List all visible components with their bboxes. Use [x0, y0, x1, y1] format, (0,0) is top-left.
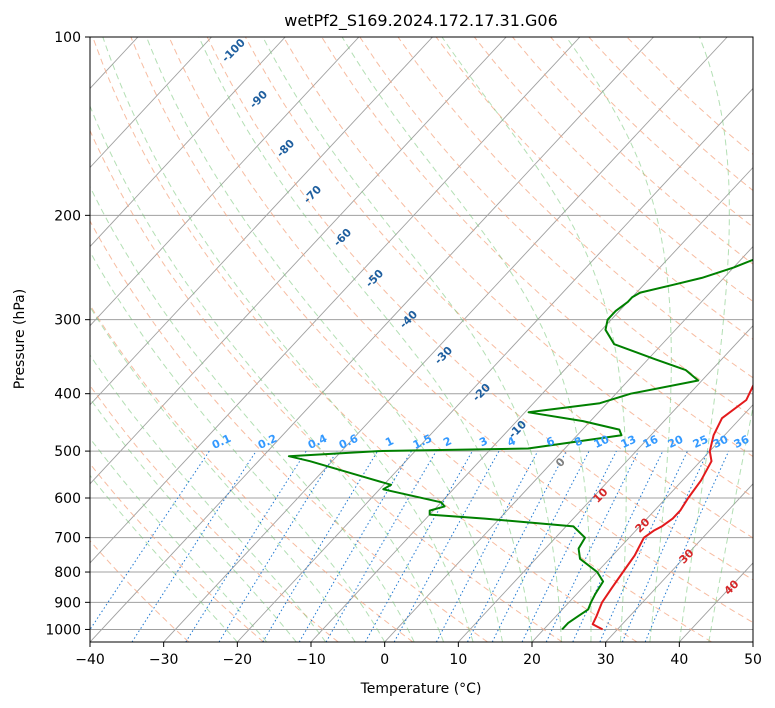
dry-adiabat-line: [90, 539, 190, 642]
plot-frame: [89, 36, 754, 643]
dry-adiabat-line: [130, 37, 712, 642]
y-tick-label: 1000: [45, 622, 81, 638]
y-axis: 100 200 300 400 500 600 700 800 900 1000: [45, 30, 90, 638]
dry-adiabat-line: [90, 219, 488, 642]
isotherm-line: [605, 483, 753, 642]
moist-adiabat-line: [146, 37, 503, 642]
y-tick-label: 400: [54, 387, 81, 403]
isotherm-line: [90, 37, 507, 485]
mixing-ratio-line: [435, 450, 539, 642]
mixing-ratio-line: [393, 450, 500, 642]
dry-adiabat-line: [92, 37, 638, 642]
mixing-ratio-line: [364, 450, 473, 642]
moist-adiabat-line: [678, 37, 730, 642]
mixing-ratio-label: 25: [691, 433, 710, 451]
moist-adiabat-line: [262, 37, 562, 642]
mixing-ratio-label: 10: [592, 433, 612, 451]
isotherm-line: [90, 37, 286, 248]
mixing-ratio-line: [621, 450, 709, 642]
dry-adiabat-line: [244, 37, 753, 539]
y-tick-label: 600: [54, 491, 81, 507]
moist-adiabat-line: [90, 104, 445, 642]
dry-adiabat-line: [435, 37, 753, 340]
x-tick-label: 0: [380, 652, 389, 668]
mixing-ratio-label: 16: [641, 433, 661, 451]
isotherm-line: [90, 37, 654, 642]
isotherm-line: [90, 37, 212, 169]
mixing-ratio-line: [131, 450, 257, 642]
dry-adiabat-line: [283, 37, 753, 498]
moist-adiabat-line: [90, 250, 386, 642]
x-tick-label: −10: [296, 652, 326, 668]
isotherm-line: [163, 37, 728, 642]
moist-adiabat-line: [90, 397, 297, 642]
moist-adiabat-line: [102, 37, 474, 642]
dry-adiabat-line: [168, 37, 753, 624]
mixing-ratio-label: 13: [619, 433, 638, 451]
y-tick-label: 800: [54, 565, 81, 581]
moist-adiabat-line: [341, 37, 592, 642]
series-layer: [287, 258, 753, 631]
x-axis-label: Temperature (°C): [360, 681, 482, 697]
isotherm-line: [90, 37, 581, 564]
isotherm-line: [531, 404, 753, 642]
isotherm-line: [90, 37, 433, 406]
y-axis-label: Pressure (hPa): [12, 289, 28, 389]
y-tick-label: 300: [54, 313, 81, 329]
mixing-ratio-line: [90, 450, 210, 631]
x-tick-label: 40: [670, 652, 688, 668]
y-tick-label: 100: [54, 30, 81, 46]
moist-adiabat-line: [441, 37, 627, 642]
dewpoint-profile-line: [287, 258, 753, 631]
moist-adiabat-line: [198, 37, 533, 642]
moist-adiabat-line: [90, 354, 327, 642]
chart-title: wetPf2_S169.2024.172.17.31.G06: [284, 11, 558, 31]
dry-adiabat-line: [206, 37, 753, 581]
mixing-ratio-line: [262, 450, 379, 642]
mixing-ratio-line: [644, 450, 730, 642]
moist-adiabat-line: [90, 306, 356, 642]
mixing-ratio-line: [491, 450, 590, 642]
isotherm-line: [384, 245, 753, 642]
mixing-ratio-label: 20: [666, 433, 686, 451]
x-tick-label: −30: [149, 652, 179, 668]
temperature-profile-line: [591, 383, 753, 631]
x-tick-label: −20: [223, 652, 253, 668]
dry-adiabat-line: [90, 462, 264, 642]
moist-adiabat-line: [565, 37, 672, 642]
isotherm-line: [90, 37, 360, 327]
x-tick-label: 20: [523, 652, 541, 668]
x-tick-label: 50: [744, 652, 762, 668]
moist-adiabat-line: [708, 404, 753, 642]
dry-adiabat-line: [90, 129, 563, 642]
x-axis: −40 −30 −20 −10 0 10 20 30 40 50: [75, 642, 762, 668]
y-tick-label: 200: [54, 208, 81, 224]
y-tick-label: 500: [54, 444, 81, 460]
y-tick-label: 700: [54, 531, 81, 547]
mixing-ratio-line: [185, 450, 307, 642]
isotherm-line: [310, 166, 753, 642]
y-tick-label: 900: [54, 595, 81, 611]
mixing-ratio-line: [521, 450, 617, 642]
x-tick-label: 30: [597, 652, 615, 668]
dry-adiabat-line: [473, 37, 753, 303]
isotherm-line: [237, 87, 753, 642]
x-tick-label: −40: [75, 652, 105, 668]
x-tick-label: 10: [449, 652, 467, 668]
moist-adiabat-line: [90, 185, 415, 642]
mixing-ratio-label: 30: [711, 433, 731, 451]
grid-layer: [90, 37, 753, 642]
mixing-ratio-line: [218, 450, 338, 642]
mixing-ratio-label: 36: [732, 433, 752, 451]
